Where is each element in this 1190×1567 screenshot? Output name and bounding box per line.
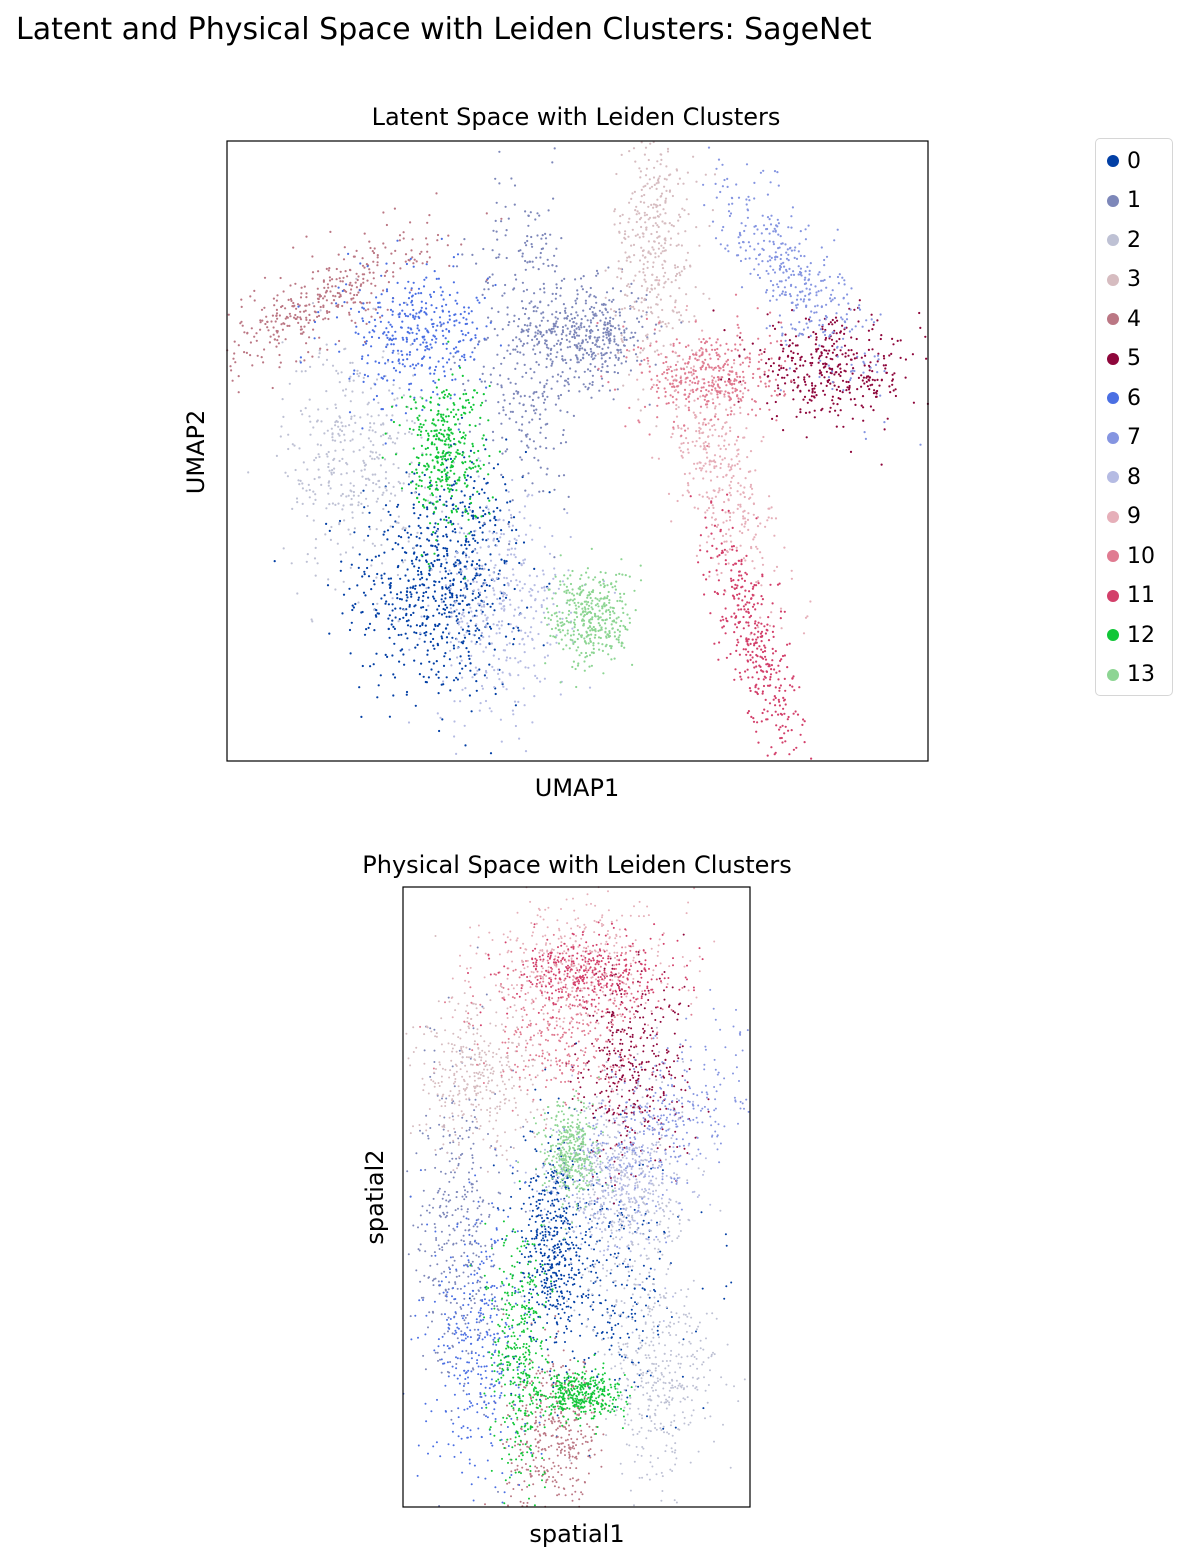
legend-label-7: 7 bbox=[1127, 425, 1141, 450]
legend-label-13: 13 bbox=[1127, 662, 1155, 687]
panel0-frame bbox=[226, 140, 929, 762]
cluster-11-points bbox=[467, 921, 704, 1029]
cluster-4-points bbox=[226, 192, 503, 394]
legend-label-6: 6 bbox=[1127, 385, 1141, 411]
cluster-3-points bbox=[405, 935, 589, 1173]
legend-marker-10 bbox=[1107, 550, 1119, 562]
legend-label-12: 12 bbox=[1127, 622, 1155, 648]
physical-scatter-plot bbox=[402, 886, 751, 1508]
cluster-8-points bbox=[391, 457, 616, 756]
cluster-0-points bbox=[273, 416, 551, 755]
legend-marker-9 bbox=[1107, 510, 1119, 523]
cluster-legend: 0 1 2 3 4 5 6 7 8 9 10 11 12 13 bbox=[1095, 138, 1173, 696]
legend-item-10: 10 bbox=[1096, 538, 1155, 574]
legend-marker-13 bbox=[1107, 668, 1119, 681]
legend-label-4: 4 bbox=[1127, 306, 1141, 332]
latent-scatter-plot bbox=[226, 140, 930, 762]
cluster-8-points bbox=[513, 1074, 716, 1334]
legend-item-6: 6 bbox=[1096, 380, 1141, 416]
cluster-13-points bbox=[543, 547, 643, 689]
legend-item-11: 11 bbox=[1096, 578, 1155, 614]
legend-item-7: 7 bbox=[1096, 420, 1141, 456]
legend-label-8: 8 bbox=[1127, 464, 1141, 490]
cluster-12-points bbox=[469, 1180, 633, 1507]
legend-marker-4 bbox=[1107, 313, 1119, 325]
legend-label-5: 5 bbox=[1127, 346, 1141, 371]
legend-item-12: 12 bbox=[1096, 617, 1155, 653]
cluster-11-points bbox=[689, 493, 813, 760]
cluster-1-points bbox=[406, 946, 527, 1507]
legend-label-0: 0 bbox=[1127, 148, 1141, 174]
cluster-5-points bbox=[565, 933, 710, 1205]
physical-y-axis-label: spatial2 bbox=[361, 1149, 389, 1245]
cluster-12-points bbox=[381, 340, 501, 580]
legend-label-1: 1 bbox=[1127, 188, 1141, 213]
legend-item-9: 9 bbox=[1096, 499, 1141, 535]
panel1-frame bbox=[402, 886, 751, 1508]
cluster-7-points bbox=[509, 988, 750, 1286]
legend-marker-0 bbox=[1107, 155, 1119, 167]
legend-marker-6 bbox=[1107, 392, 1119, 404]
legend-label-3: 3 bbox=[1127, 267, 1141, 292]
legend-label-9: 9 bbox=[1127, 504, 1141, 529]
latent-x-axis-label: UMAP1 bbox=[534, 774, 620, 802]
cluster-3-points bbox=[597, 140, 717, 428]
legend-item-0: 0 bbox=[1096, 143, 1141, 179]
figure-title: Latent and Physical Space with Leiden Cl… bbox=[16, 12, 872, 47]
cluster-2-points bbox=[247, 277, 455, 623]
cluster-10-points bbox=[596, 293, 793, 448]
cluster-6-points bbox=[297, 237, 502, 445]
legend-item-4: 4 bbox=[1096, 301, 1141, 337]
legend-item-1: 1 bbox=[1096, 183, 1141, 219]
legend-marker-1 bbox=[1107, 194, 1119, 207]
legend-item-13: 13 bbox=[1096, 657, 1155, 693]
legend-label-10: 10 bbox=[1127, 543, 1155, 569]
physical-panel-title: Physical Space with Leiden Clusters bbox=[362, 851, 792, 879]
legend-marker-2 bbox=[1107, 234, 1119, 246]
cluster-9-points bbox=[636, 279, 812, 636]
legend-label-11: 11 bbox=[1127, 583, 1155, 608]
latent-panel-title: Latent Space with Leiden Clusters bbox=[371, 103, 781, 131]
legend-label-2: 2 bbox=[1127, 227, 1141, 253]
legend-item-3: 3 bbox=[1096, 262, 1141, 298]
legend-item-5: 5 bbox=[1096, 341, 1141, 377]
cluster-4-points bbox=[484, 1313, 606, 1508]
legend-marker-12 bbox=[1107, 629, 1119, 641]
latent-y-axis-label: UMAP2 bbox=[182, 409, 210, 495]
legend-marker-5 bbox=[1107, 352, 1119, 365]
legend-item-2: 2 bbox=[1096, 222, 1141, 258]
cluster-5-points bbox=[712, 299, 930, 466]
cluster-7-points bbox=[702, 146, 922, 446]
legend-marker-7 bbox=[1107, 431, 1119, 444]
cluster-2-points bbox=[520, 1026, 746, 1507]
legend-marker-8 bbox=[1107, 471, 1119, 483]
cluster-0-points bbox=[468, 1042, 733, 1457]
cluster-6-points bbox=[402, 1148, 543, 1504]
physical-x-axis-label: spatial1 bbox=[529, 1520, 625, 1548]
legend-marker-3 bbox=[1107, 273, 1119, 286]
legend-marker-11 bbox=[1107, 589, 1119, 602]
cluster-13-points bbox=[517, 1076, 614, 1240]
cluster-1-points bbox=[439, 147, 683, 559]
legend-item-8: 8 bbox=[1096, 459, 1141, 495]
